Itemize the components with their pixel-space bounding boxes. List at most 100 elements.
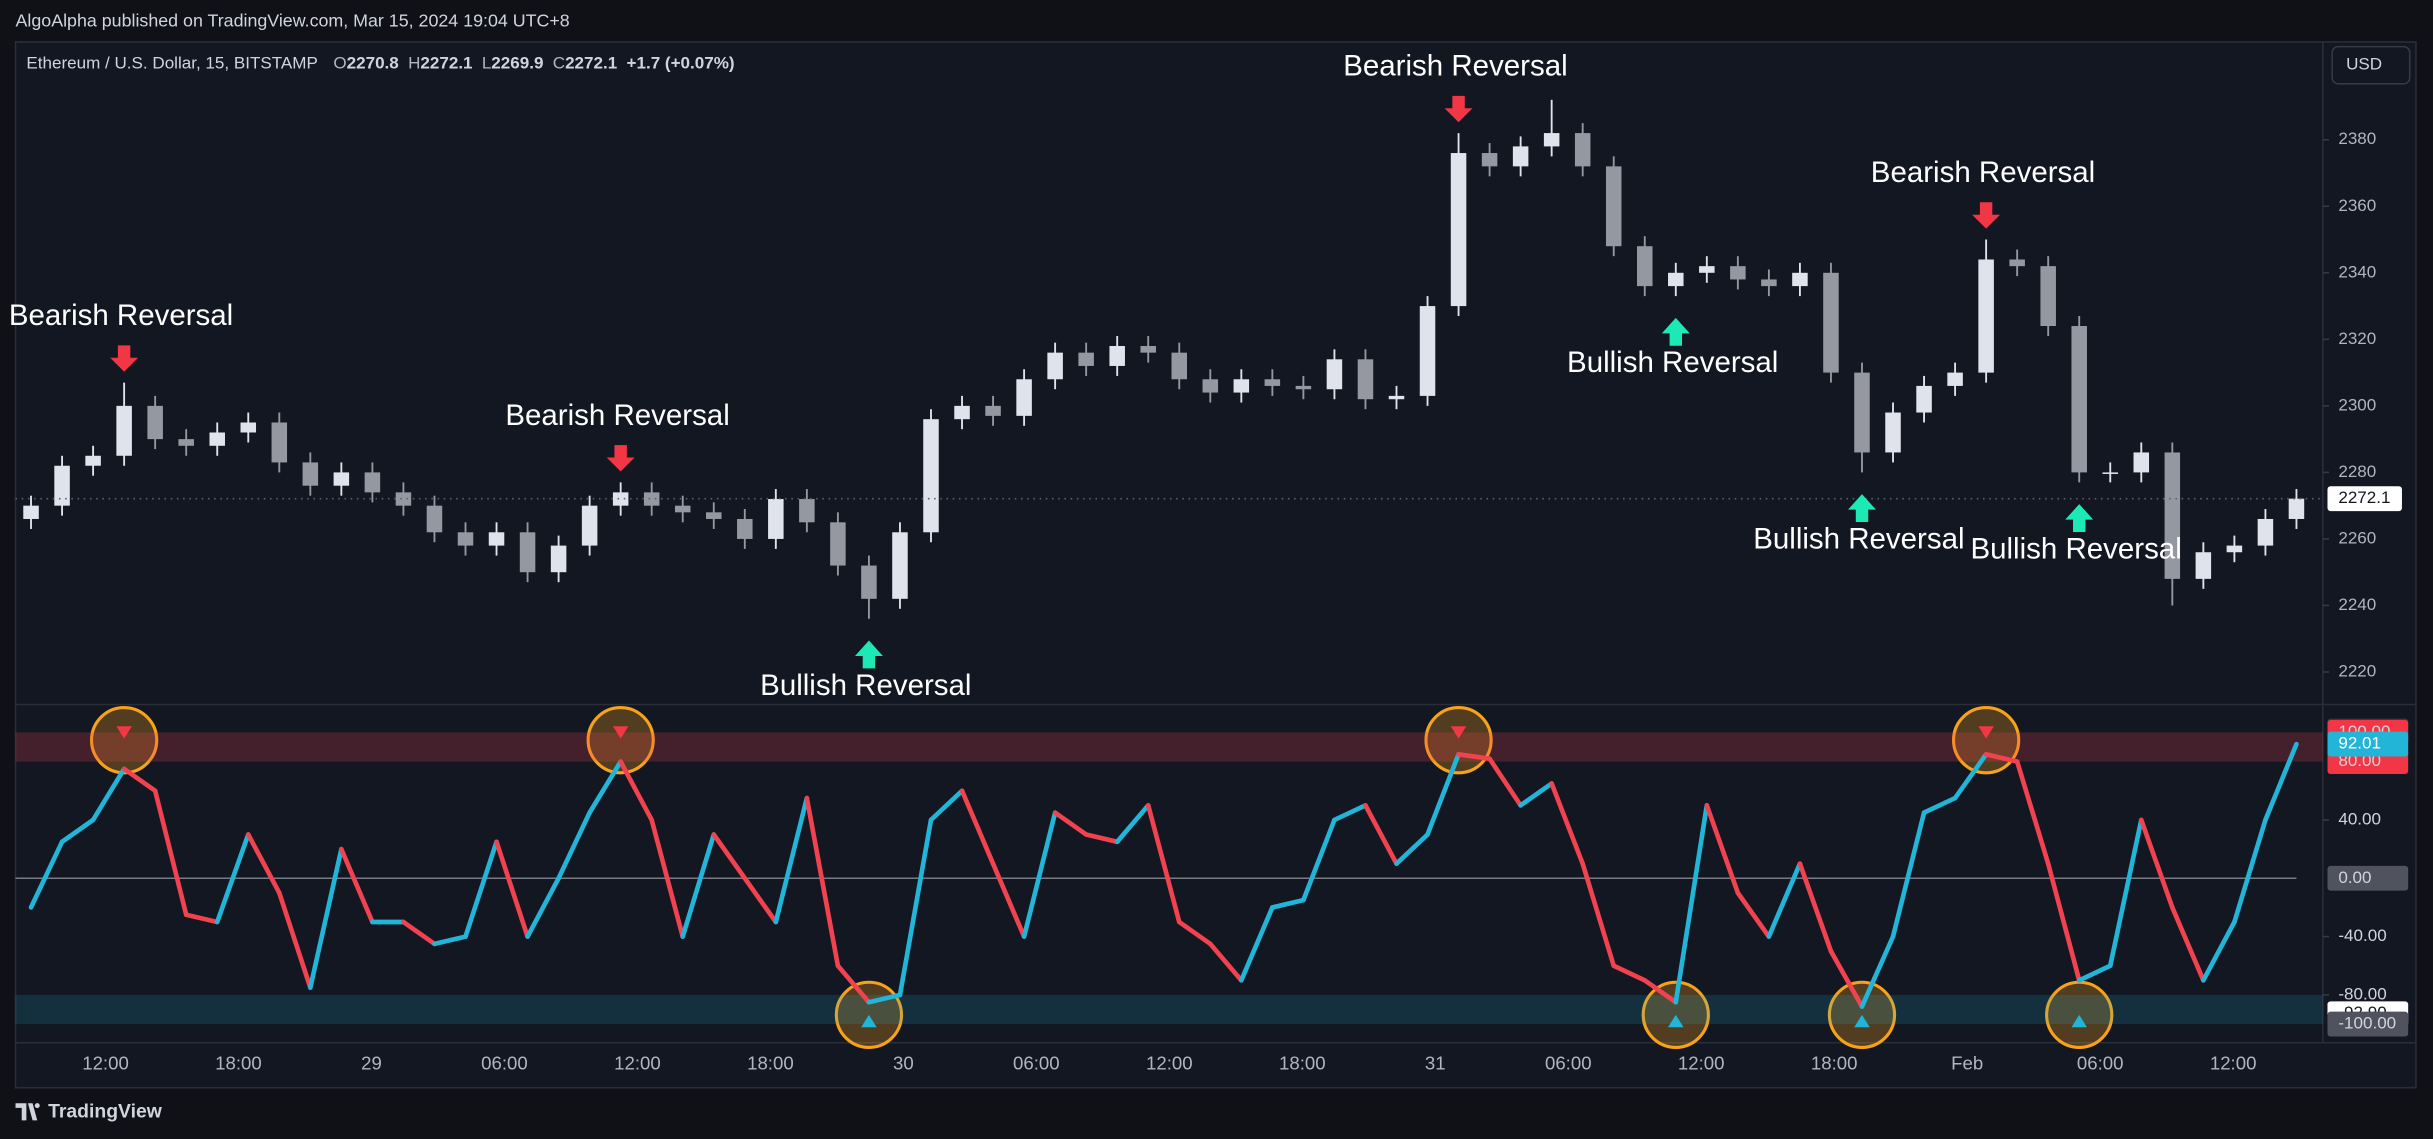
candle-body [426, 505, 443, 533]
oscillator-segment [1270, 897, 1306, 910]
oscillator-segment [339, 846, 375, 925]
candle-body [612, 492, 629, 506]
oscillator-segment [1766, 861, 1803, 939]
candle-body [488, 532, 505, 546]
signal-label: Bearish Reversal [9, 299, 233, 332]
oscillator-segment [1238, 905, 1275, 983]
candle-body [799, 499, 815, 523]
candle-body [1668, 272, 1684, 287]
currency-button[interactable] [2331, 45, 2411, 85]
candle-body [923, 419, 939, 533]
candle-body [1357, 359, 1374, 400]
oscillator-segment [1394, 832, 1430, 867]
x-tick-label: 12:00 [614, 1052, 661, 1073]
x-tick-label: 12:00 [1146, 1052, 1193, 1073]
signal-triangle [1450, 726, 1467, 739]
oscillator-segment [245, 832, 282, 896]
x-tick-label: 12:00 [2210, 1052, 2257, 1073]
oscillator-segment [1083, 832, 1120, 845]
y-tick-label: -100.00 [2338, 1014, 2396, 1033]
oscillator-segment [214, 832, 251, 925]
signal-circle [586, 706, 655, 775]
x-tick-label: 18:00 [747, 1052, 794, 1073]
oscillator-segment [1145, 803, 1182, 925]
oscillator-segment [1859, 934, 1896, 1009]
currency-label[interactable]: USD [2346, 55, 2382, 74]
oscillator-segment [618, 759, 655, 823]
candle-body [54, 465, 70, 506]
current-value-label: 92.01 [2338, 734, 2381, 753]
candle-body [457, 532, 474, 546]
candle-body [2226, 545, 2243, 553]
oscillator-segment [1735, 890, 1772, 939]
oscillator-segment [432, 934, 468, 947]
oscillator-segment [2169, 905, 2206, 983]
oscillator-segment [463, 839, 499, 939]
bearish-arrow [110, 345, 139, 372]
oscillator-segment [1425, 751, 1461, 837]
oscillator-segment [2201, 919, 2237, 983]
publish-info: AlgoAlpha published on TradingView.com, … [16, 10, 570, 30]
candle-body [271, 422, 288, 463]
candle-body [333, 472, 350, 486]
oscillator-segment [1611, 963, 1648, 983]
oscillator-segment [1207, 941, 1244, 983]
candle-body [1761, 279, 1777, 287]
oscillator-segment [121, 766, 158, 794]
oscillator-segment [866, 992, 903, 1005]
y-tick-label: 40.00 [2338, 809, 2381, 828]
oscillator-segment [1549, 781, 1586, 867]
candle-body [1885, 412, 1901, 453]
ohlc-key: C [553, 53, 565, 72]
x-tick-label: 18:00 [215, 1052, 262, 1073]
candle-body [364, 472, 381, 493]
oscillator-segment [959, 788, 996, 867]
signal-triangle [116, 726, 132, 739]
oscillator-segment [90, 766, 127, 823]
oscillator-segment [556, 810, 592, 881]
oscillator-segment [2076, 963, 2113, 983]
x-tick-label: 06:00 [1545, 1052, 1592, 1073]
oscillator-segment [152, 788, 189, 918]
bullish-arrow [854, 640, 883, 669]
oscillator-segment [1983, 751, 2020, 764]
ohlc-key: O [333, 53, 346, 72]
x-tick-label: 30 [893, 1052, 914, 1073]
signal-triangle [612, 726, 629, 739]
bullish-arrow [1661, 317, 1690, 346]
candle-body [2288, 498, 2305, 519]
ohlc-value: 2272.1 [420, 53, 472, 72]
candle-body [178, 439, 194, 446]
oscillator-segment [2045, 861, 2082, 983]
candle-body [2040, 266, 2056, 327]
last-price-label: 2272.1 [2338, 488, 2390, 507]
oscillator-segment [1673, 803, 1710, 1005]
oscillator-segment [835, 963, 872, 1005]
candle-body [519, 532, 536, 573]
candle-body [1481, 153, 1498, 167]
candle-body [1295, 385, 1312, 390]
oscillator-segment [494, 839, 530, 939]
candle-body [1233, 379, 1250, 393]
y-tick-label: 2280 [2338, 462, 2376, 481]
oscillator-segment [649, 817, 686, 939]
y-tick-label: 2240 [2338, 595, 2376, 614]
oscillator-segment [1052, 810, 1089, 837]
x-tick-label: Feb [1951, 1052, 1983, 1073]
x-tick-label: 29 [361, 1052, 382, 1073]
candle-body [240, 422, 257, 433]
oscillator-segment [1487, 756, 1523, 808]
oscillator-segment [1301, 817, 1337, 903]
candle-body [116, 405, 132, 456]
x-tick-label: 31 [1425, 1052, 1446, 1073]
candle-body [830, 522, 846, 566]
candle-body [395, 492, 412, 506]
candle-body [1419, 306, 1436, 396]
oscillator-segment [1704, 803, 1741, 896]
oscillator-segment [742, 875, 779, 925]
candle-body [2257, 518, 2274, 546]
candle-body [1543, 133, 1560, 147]
brand-name: TradingView [48, 1101, 163, 1123]
brand-logo [15, 1103, 40, 1121]
oscillator-segment [990, 861, 1027, 939]
